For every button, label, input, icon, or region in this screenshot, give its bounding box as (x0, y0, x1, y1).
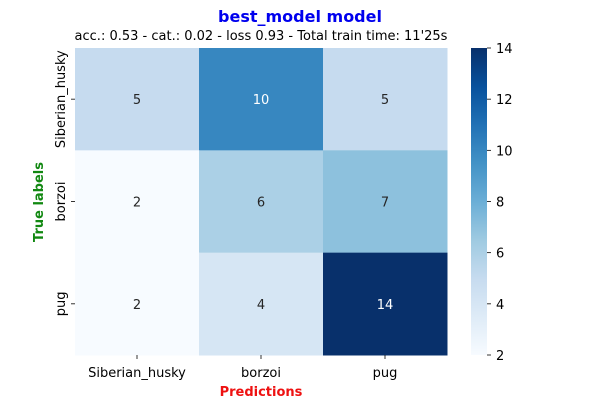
colorbar-tick-label-1: 4 (496, 298, 504, 313)
colorbar (471, 48, 487, 355)
heatmap-cell-r2-c0 (75, 252, 200, 356)
x-tick-label-2: pug (373, 366, 398, 381)
x-tick-label-1: borzoi (241, 366, 281, 381)
x-axis-ticks: Siberian_husky borzoi pug (88, 355, 397, 381)
heatmap-cell-r0-c1 (199, 48, 324, 151)
heatmap-cell-r0-c2 (323, 48, 448, 151)
cell-value-r2-c2: 14 (377, 298, 394, 313)
cell-value-r0-c2: 5 (381, 93, 389, 108)
cell-value-r0-c1: 10 (253, 93, 270, 108)
chart-subtitle: acc.: 0.53 - cat.: 0.02 - loss 0.93 - To… (75, 29, 448, 44)
y-axis-label: True labels (32, 162, 47, 242)
cell-value-r1-c2: 7 (381, 195, 389, 210)
colorbar-tick-label-3: 8 (496, 196, 504, 211)
colorbar-tick-label-2: 6 (496, 247, 504, 262)
y-tick-label-1: borzoi (54, 182, 69, 222)
x-axis-label: Predictions (220, 385, 303, 400)
y-tick-label-2: pug (54, 291, 69, 316)
heatmap-cell-r1-c0 (75, 150, 200, 254)
heatmap-cell-r1-c1 (199, 150, 324, 254)
y-tick-label-0: Siberian_husky (54, 50, 69, 148)
cell-value-r0-c0: 5 (133, 93, 141, 108)
colorbar-ticks: 2 4 6 8 10 12 14 (487, 42, 513, 364)
colorbar-tick-label-5: 12 (496, 93, 513, 108)
heatmap-cell-r0-c0 (75, 48, 200, 151)
x-tick-label-0: Siberian_husky (88, 366, 186, 381)
heatmap-cell-r2-c1 (199, 252, 324, 356)
cell-value-r1-c0: 2 (133, 195, 141, 210)
cell-value-r2-c1: 4 (257, 298, 265, 313)
chart-title: best_model model (218, 7, 382, 26)
cell-value-r1-c1: 6 (257, 195, 265, 210)
heatmap-cell-r2-c2 (323, 252, 448, 356)
heatmap-cells (75, 48, 448, 356)
colorbar-tick-label-0: 2 (496, 349, 504, 364)
cell-value-r2-c0: 2 (133, 298, 141, 313)
heatmap-cell-labels: 5 10 5 2 6 7 2 4 14 (133, 93, 393, 313)
colorbar-tick-label-4: 10 (496, 144, 513, 159)
heatmap-cell-r1-c2 (323, 150, 448, 254)
colorbar-tick-label-6: 14 (496, 42, 513, 57)
